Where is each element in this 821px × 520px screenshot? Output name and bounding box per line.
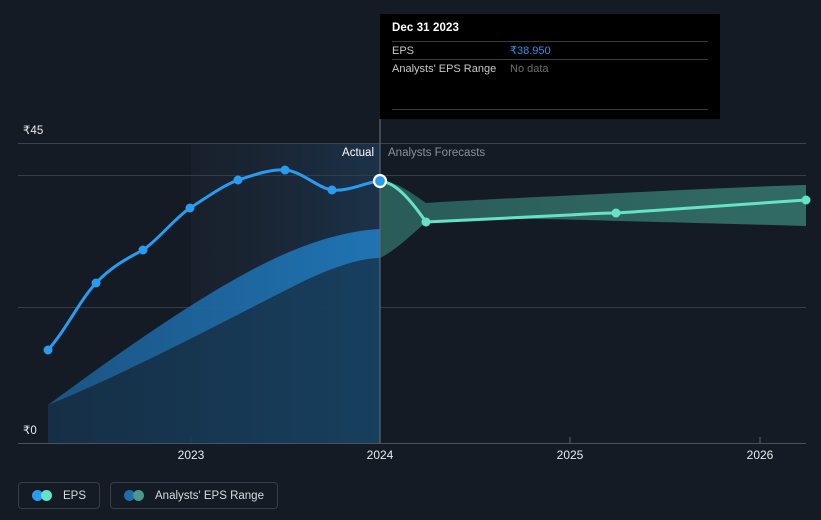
x-axis-label-2024: 2024 [366, 448, 394, 462]
y-axis-label-zero: ₹0 [23, 425, 37, 437]
tooltip-row-range: Analysts' EPS Range No data [392, 59, 708, 77]
tooltip-date: Dec 31 2023 [392, 22, 459, 34]
tooltip-spacer [392, 77, 708, 109]
range-band-actual [48, 229, 380, 405]
tooltip-row-eps: EPS ₹38.950 [392, 41, 708, 59]
tooltip-value-eps: ₹38.950 [510, 45, 551, 57]
legend-item-eps[interactable]: EPS [18, 482, 101, 509]
range-band-actual-lower [48, 258, 380, 443]
legend-label-analysts-eps-range: Analysts' EPS Range [155, 489, 264, 502]
legend-swatch-range-icon [124, 490, 146, 501]
x-axis-label-2025: 2025 [556, 448, 584, 462]
tooltip-value-range: No data [510, 62, 549, 75]
data-point[interactable] [233, 175, 243, 185]
data-point[interactable] [185, 203, 195, 213]
data-point[interactable] [91, 278, 101, 288]
actual-region-label: Actual [342, 147, 374, 159]
data-point[interactable] [327, 185, 337, 195]
legend-label-eps: EPS [63, 489, 87, 502]
chart-legend: EPS Analysts' EPS Range [18, 482, 278, 509]
x-axis-label-2026: 2026 [746, 448, 774, 462]
data-point[interactable] [611, 208, 621, 218]
forecast-region-label: Analysts Forecasts [388, 147, 486, 159]
legend-item-analysts-eps-range[interactable]: Analysts' EPS Range [110, 482, 278, 509]
x-axis-label-2023: 2023 [177, 448, 205, 462]
data-point[interactable] [43, 345, 53, 355]
data-point[interactable] [138, 245, 148, 255]
tooltip-bottom-rule [392, 109, 708, 110]
y-axis-label-max: ₹45 [23, 125, 44, 137]
eps-data-points-actual [43, 165, 337, 355]
chart-tooltip: Dec 31 2023 EPS ₹38.950 Analysts' EPS Ra… [380, 14, 720, 119]
range-band-forecast [380, 181, 806, 258]
tooltip-key-range: Analysts' EPS Range [392, 62, 497, 75]
eps-line-forecast [378, 179, 808, 224]
data-point[interactable] [801, 195, 811, 205]
data-point[interactable] [280, 165, 290, 175]
highlighted-data-point[interactable] [372, 173, 388, 189]
tooltip-key-eps: EPS [392, 44, 415, 57]
eps-data-points-forecast [421, 195, 811, 227]
data-point[interactable] [421, 217, 431, 227]
legend-swatch-eps-icon [32, 490, 54, 501]
